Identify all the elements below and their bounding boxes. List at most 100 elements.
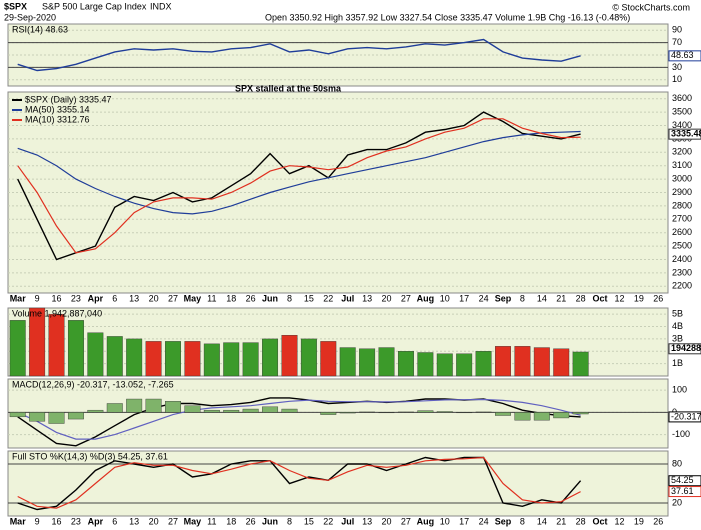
x-tick-label: 28 bbox=[576, 293, 586, 303]
bar bbox=[281, 408, 298, 413]
quote: Open 3350.92 High 3357.92 Low 3327.54 Cl… bbox=[265, 12, 630, 22]
bar bbox=[514, 346, 531, 377]
x-tick-label: 19 bbox=[634, 516, 644, 526]
date: 29-Sep-2020 bbox=[4, 12, 56, 22]
x-tick-label: 26 bbox=[246, 293, 256, 303]
x-tick-label: 24 bbox=[479, 516, 489, 526]
bar bbox=[165, 401, 181, 413]
x-tick-label: 17 bbox=[459, 516, 469, 526]
bar bbox=[87, 332, 104, 377]
x-tick-label: 8 bbox=[287, 293, 292, 303]
y-tick-label: 2200 bbox=[672, 281, 692, 291]
x-tick-label: 16 bbox=[52, 516, 62, 526]
bar bbox=[533, 347, 550, 377]
line bbox=[17, 38, 581, 72]
bar bbox=[339, 347, 356, 377]
x-tick-label: 13 bbox=[129, 293, 139, 303]
y-tick-label: 3200 bbox=[672, 147, 692, 157]
x-tick-label: Apr bbox=[88, 293, 104, 303]
y-tick-label: 3400 bbox=[672, 120, 692, 130]
bar bbox=[242, 408, 259, 413]
x-tick-label: 9 bbox=[35, 293, 40, 303]
bar bbox=[359, 348, 376, 377]
x-tick-label: Jun bbox=[262, 293, 278, 303]
bar bbox=[572, 351, 589, 377]
y-tick-label: 3100 bbox=[672, 160, 692, 170]
bar bbox=[9, 412, 26, 418]
value-tag bbox=[668, 343, 701, 355]
bar bbox=[106, 336, 123, 377]
bar bbox=[87, 409, 104, 413]
x-tick-label: 22 bbox=[323, 516, 333, 526]
bar bbox=[572, 412, 589, 415]
bar bbox=[203, 409, 220, 413]
y-tick-label: 90 bbox=[672, 25, 682, 35]
line bbox=[17, 456, 582, 511]
x-tick-label: 6 bbox=[112, 293, 117, 303]
x-tick-label: Jul bbox=[341, 516, 354, 526]
x-tick-label: Jul bbox=[341, 293, 354, 303]
x-tick-label: 14 bbox=[537, 293, 547, 303]
bar bbox=[495, 412, 511, 416]
x-tick-label: 18 bbox=[226, 293, 236, 303]
x-tick-label: 15 bbox=[304, 516, 314, 526]
bar bbox=[417, 352, 434, 377]
bar bbox=[553, 412, 570, 419]
x-tick-label: 20 bbox=[149, 516, 159, 526]
y-tick-label: 2800 bbox=[672, 200, 692, 210]
x-tick-label: Aug bbox=[417, 293, 435, 303]
bar bbox=[184, 341, 201, 377]
bar bbox=[436, 411, 453, 413]
y-tick-label: 30 bbox=[672, 62, 682, 72]
y-tick-label: 5B bbox=[672, 309, 683, 319]
annotation: SPX stalled at the 50sma bbox=[235, 83, 342, 93]
line bbox=[17, 456, 581, 509]
x-tick-label: Oct bbox=[593, 516, 608, 526]
y-tick-label: 4B bbox=[672, 321, 683, 331]
x-tick-label: 10 bbox=[440, 293, 450, 303]
x-tick-label: 26 bbox=[246, 516, 256, 526]
x-tick-label: Oct bbox=[593, 293, 608, 303]
value-tag-label: 48.63 bbox=[671, 50, 694, 60]
panel bbox=[7, 91, 669, 294]
bar bbox=[339, 412, 356, 414]
bar bbox=[378, 347, 395, 377]
x-tick-label: 26 bbox=[653, 293, 663, 303]
line bbox=[17, 111, 581, 261]
value-tag bbox=[668, 128, 701, 140]
value-tag bbox=[668, 50, 701, 62]
bar bbox=[475, 351, 492, 377]
x-tick-label: 20 bbox=[382, 516, 392, 526]
bar bbox=[223, 342, 240, 377]
bar bbox=[223, 409, 240, 413]
bar bbox=[242, 342, 259, 377]
legend-entry: MA(10) 3312.76 bbox=[25, 114, 90, 124]
x-tick-label: 19 bbox=[634, 293, 644, 303]
x-tick-label: 13 bbox=[362, 516, 372, 526]
x-tick-label: 11 bbox=[207, 516, 216, 526]
x-tick-label: 20 bbox=[382, 293, 392, 303]
bar bbox=[126, 338, 143, 377]
x-tick-label: Jun bbox=[262, 516, 278, 526]
copyright: © StockCharts.com bbox=[612, 2, 690, 12]
x-tick-label: 27 bbox=[168, 293, 178, 303]
panel-title: Volume 1,942,887,040 bbox=[12, 308, 102, 318]
value-tag bbox=[668, 475, 701, 487]
line bbox=[17, 398, 581, 440]
x-tick-label: 11 bbox=[207, 293, 216, 303]
bar bbox=[533, 412, 550, 421]
x-tick-label: 27 bbox=[401, 293, 411, 303]
y-tick-label: 80 bbox=[672, 458, 682, 468]
y-tick-label: 3500 bbox=[672, 106, 692, 116]
y-tick-label: 3600 bbox=[672, 93, 692, 103]
x-tick-label: 6 bbox=[112, 516, 117, 526]
x-tick-label: 8 bbox=[287, 516, 292, 526]
value-tag-label: 3335.48 bbox=[671, 129, 701, 139]
x-tick-label: 12 bbox=[614, 293, 624, 303]
bar bbox=[145, 398, 162, 413]
value-tag-label: 54.25 bbox=[671, 475, 694, 485]
bar bbox=[495, 346, 511, 377]
x-tick-label: 16 bbox=[52, 293, 62, 303]
bar bbox=[145, 341, 162, 377]
panel-title: MACD(12,26,9) -20.317, -13.052, -7.265 bbox=[12, 379, 174, 389]
